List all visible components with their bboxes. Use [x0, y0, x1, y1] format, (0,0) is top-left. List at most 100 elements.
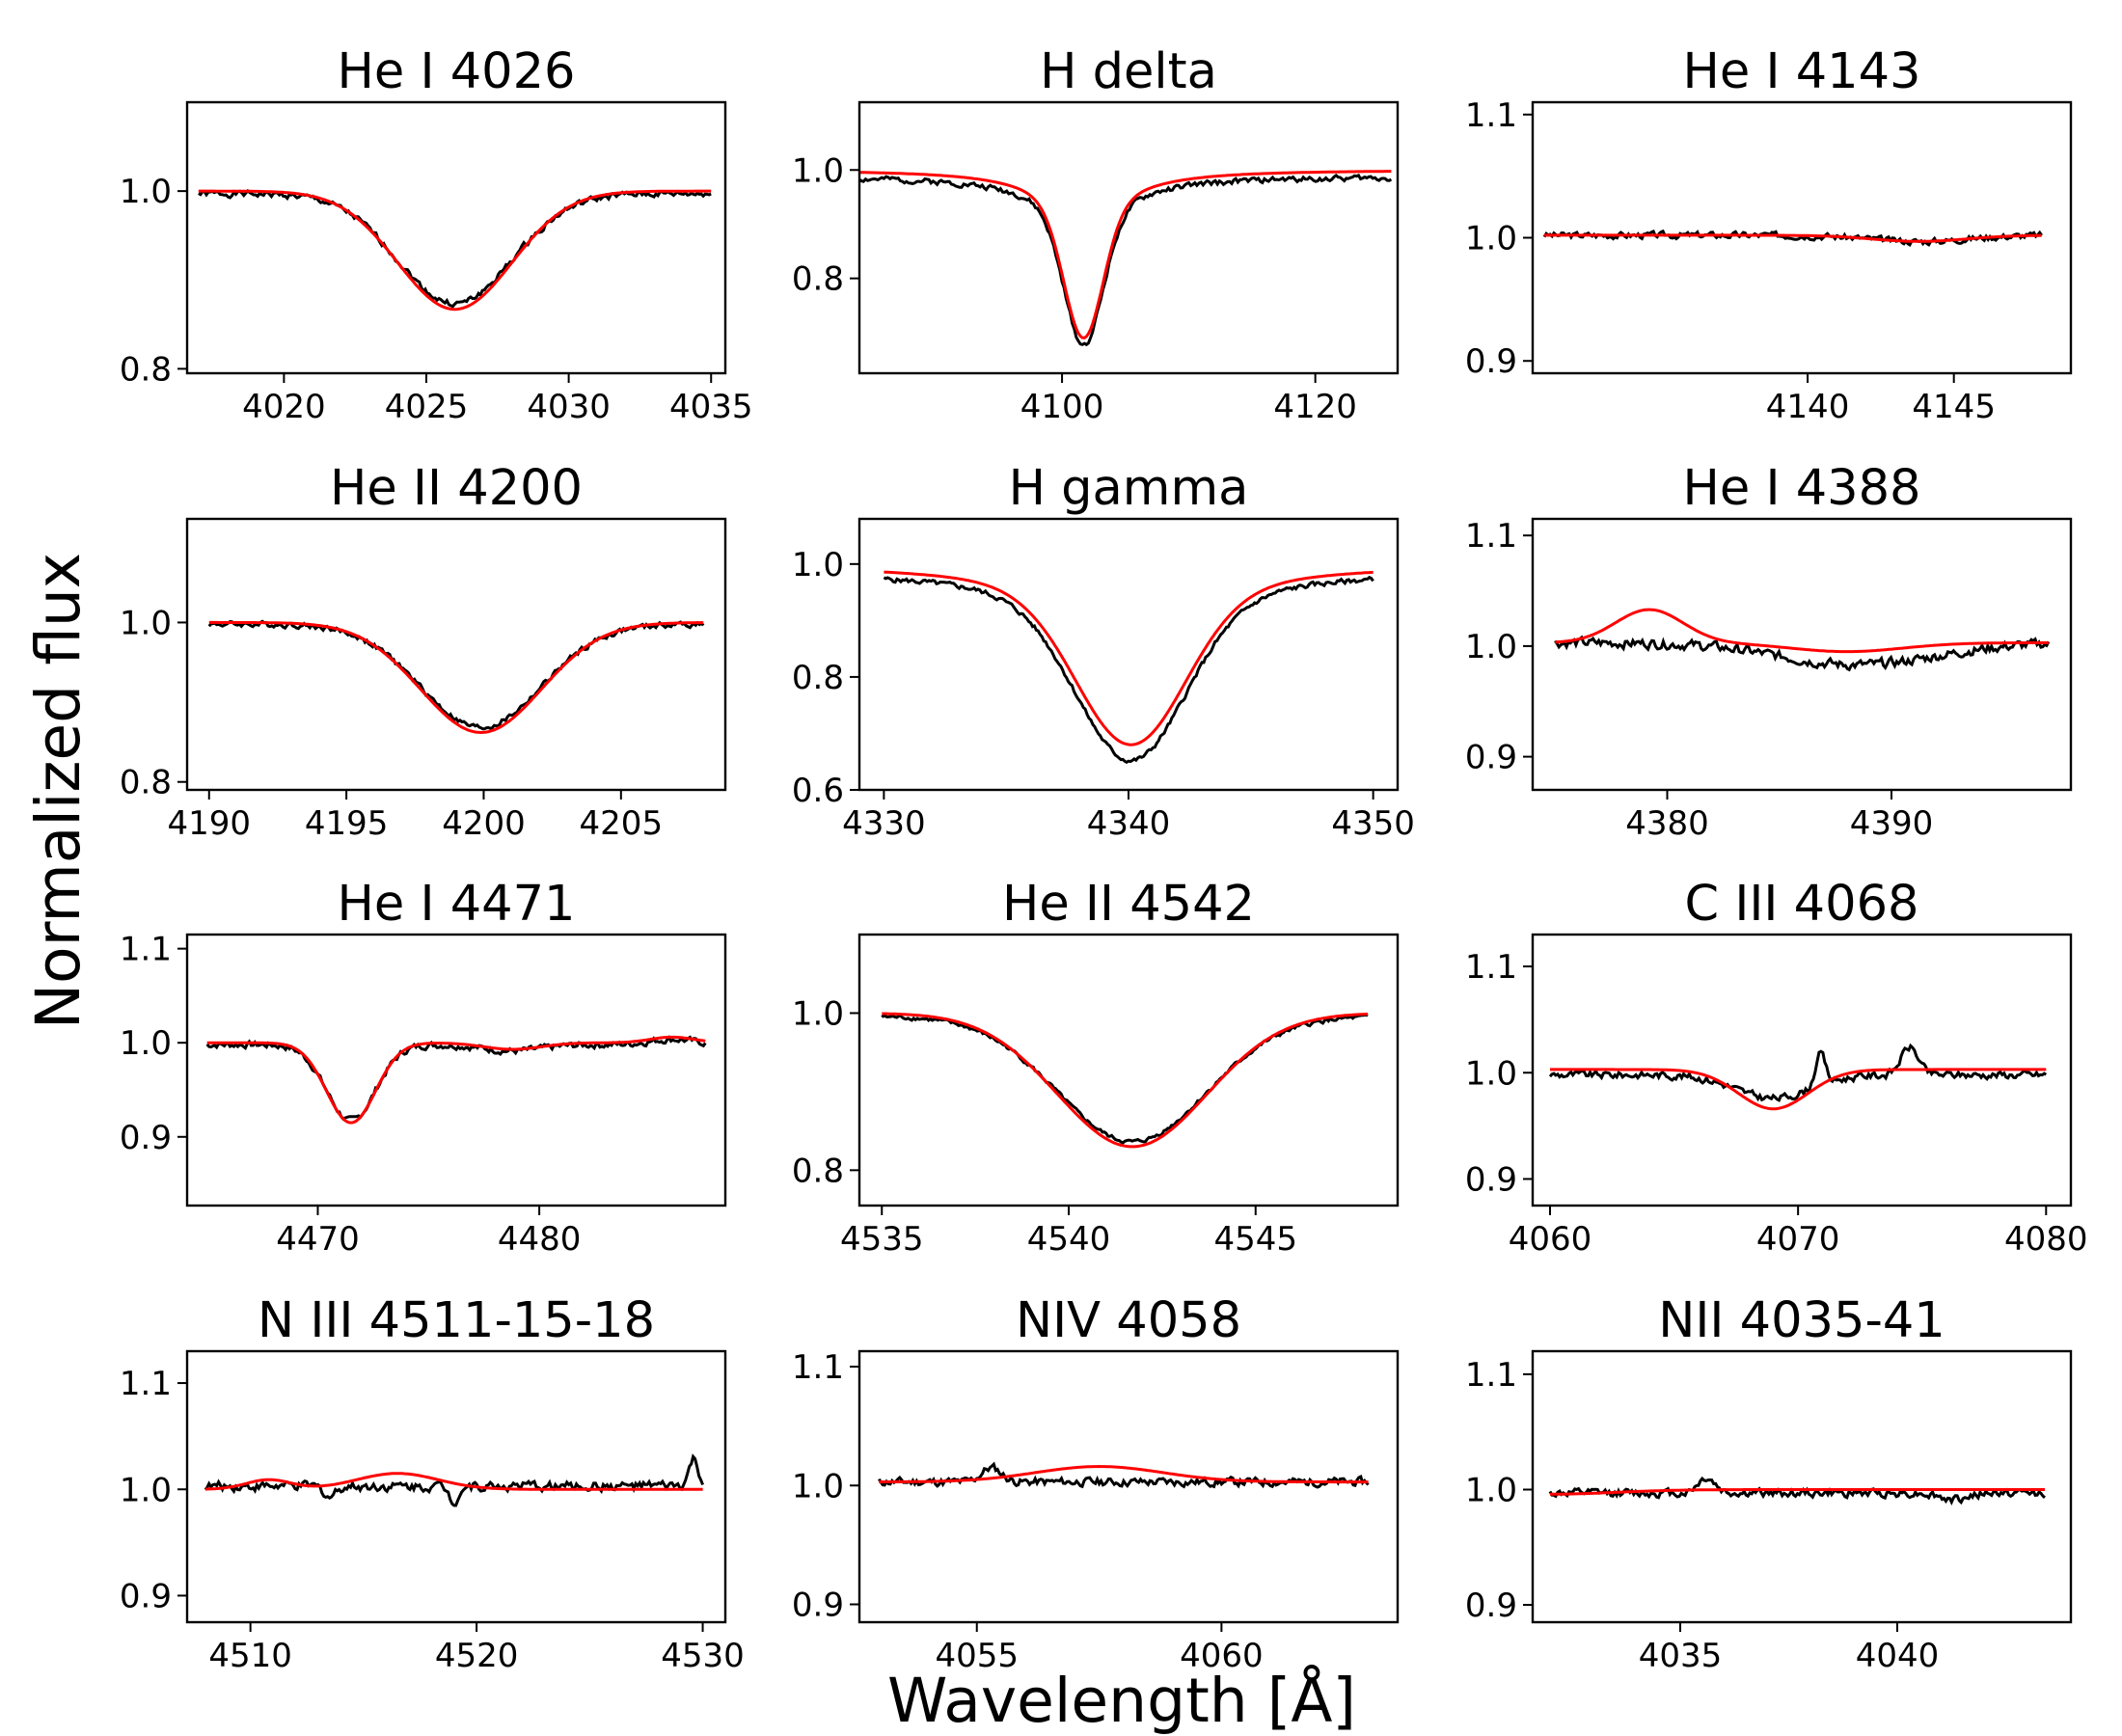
y-tick-label: 0.8 — [792, 260, 844, 299]
y-tick-label: 1.0 — [120, 1024, 172, 1063]
x-tick-label: 4330 — [842, 804, 926, 843]
y-tick-label: 1.0 — [792, 1467, 844, 1505]
model-fit-line — [208, 620, 704, 735]
panel-6: He I 4388 4380 4390 0.9 1.0 1.1 — [1465, 460, 2073, 843]
panel-title: He I 4143 — [1683, 43, 1921, 100]
model-fit-line — [1550, 1068, 2047, 1111]
x-tick-label: 4145 — [1912, 388, 1996, 426]
x-tick-label: 4340 — [1087, 804, 1171, 843]
x-tick-label: 4390 — [1850, 804, 1934, 843]
model-fit-line — [1550, 1488, 2045, 1496]
y-tick-label: 1.0 — [792, 546, 844, 584]
observed-spectrum-line — [1548, 1043, 2048, 1102]
x-tick-label: 4350 — [1331, 804, 1415, 843]
x-tick-label: 4100 — [1020, 388, 1104, 426]
observed-spectrum-line — [205, 1035, 707, 1122]
observed-spectrum-line — [1554, 635, 2051, 672]
x-tick-label: 4190 — [168, 804, 252, 843]
y-tick-label: 1.0 — [1465, 1054, 1517, 1093]
panel-9: C III 4068 4060 4070 4080 0.9 1.0 1.1 — [1465, 876, 2088, 1259]
panel-12: NII 4035-41 4035 4040 0.9 1.0 1.1 — [1465, 1292, 2073, 1675]
x-tick-label: 4035 — [1639, 1637, 1723, 1675]
x-tick-label: 4040 — [1856, 1637, 1940, 1675]
model-fit-line — [859, 170, 1392, 339]
panel-8: He II 4542 4535 4540 4545 0.8 1.0 — [792, 876, 1400, 1259]
model-fit-line — [1555, 608, 2049, 654]
x-tick-label: 4140 — [1766, 388, 1850, 426]
y-tick-label: 1.0 — [792, 994, 844, 1033]
plot-frame — [185, 933, 727, 1207]
y-tick-label: 1.1 — [1465, 96, 1517, 135]
observed-spectrum-line — [859, 173, 1393, 347]
plot-frame — [185, 517, 727, 792]
y-tick-label: 1.0 — [792, 151, 844, 190]
y-tick-label: 1.0 — [120, 604, 172, 642]
panel-title: NIV 4058 — [1016, 1292, 1241, 1349]
x-tick-label: 4380 — [1625, 804, 1709, 843]
plot-frame — [185, 1349, 727, 1624]
y-tick-label: 0.8 — [792, 1152, 844, 1190]
x-tick-label: 4470 — [276, 1220, 360, 1259]
model-fit-line — [884, 570, 1374, 746]
panel-2: H delta 4100 4120 0.8 1.0 — [792, 43, 1400, 426]
y-tick-label: 1.1 — [1465, 517, 1517, 556]
y-tick-label: 0.8 — [792, 659, 844, 697]
panel-11: NIV 4058 4055 4060 0.9 1.0 1.1 — [792, 1292, 1400, 1675]
y-tick-label: 0.8 — [120, 350, 172, 389]
x-tick-label: 4035 — [669, 388, 753, 426]
x-tick-label: 4070 — [1756, 1220, 1840, 1259]
y-tick-label: 0.8 — [120, 764, 172, 802]
y-tick-label: 1.0 — [120, 173, 172, 211]
plot-frame — [1531, 517, 2073, 792]
y-tick-label: 0.9 — [792, 1587, 844, 1625]
model-fit-line — [204, 1472, 703, 1491]
model-fit-line — [1544, 233, 2042, 243]
y-tick-label: 1.1 — [792, 1348, 844, 1387]
x-tick-label: 4200 — [442, 804, 526, 843]
panel-title: He I 4026 — [338, 43, 576, 100]
x-tick-label: 4060 — [1509, 1220, 1592, 1259]
x-tick-label: 4195 — [305, 804, 389, 843]
panel-3: He I 4143 4140 4145 0.9 1.0 1.1 — [1465, 43, 2073, 426]
y-axis-label: Normalized flux — [23, 553, 94, 1029]
y-tick-label: 0.9 — [120, 1577, 172, 1615]
x-tick-label: 4545 — [1213, 1220, 1297, 1259]
x-tick-label: 4080 — [2004, 1220, 2088, 1259]
panel-4: He II 4200 4190 4195 4200 4205 0.8 1.0 — [120, 460, 727, 843]
plot-frame — [185, 100, 727, 375]
y-tick-label: 1.1 — [1465, 1356, 1517, 1395]
y-tick-label: 1.0 — [120, 1471, 172, 1509]
y-tick-label: 0.9 — [1465, 739, 1517, 777]
y-tick-label: 1.1 — [120, 931, 172, 969]
plot-frame — [1531, 1349, 2073, 1624]
panel-7: He I 4471 4470 4480 0.9 1.0 1.1 — [120, 876, 727, 1259]
model-fit-line — [206, 1035, 706, 1125]
plot-frame — [1531, 933, 2073, 1207]
x-axis-label: Wavelength [Å] — [887, 1666, 1356, 1736]
panel-title: He I 4388 — [1683, 460, 1921, 517]
plot-frame — [857, 100, 1400, 375]
y-tick-label: 0.9 — [120, 1119, 172, 1157]
x-tick-label: 4530 — [661, 1637, 745, 1675]
x-tick-label: 4030 — [527, 388, 611, 426]
model-fit-line — [882, 1012, 1369, 1149]
plot-frame — [857, 933, 1400, 1207]
y-tick-label: 1.0 — [1465, 628, 1517, 666]
x-tick-label: 4510 — [208, 1637, 292, 1675]
plot-frame — [857, 1349, 1400, 1624]
y-tick-label: 1.0 — [1465, 1471, 1517, 1509]
x-tick-label: 4055 — [935, 1637, 1019, 1675]
x-tick-label: 4025 — [385, 388, 469, 426]
panel-grid: He I 4026 4020 4025 4030 4035 0.8 1.0 H delta 41… — [120, 43, 2088, 1675]
y-tick-label: 0.9 — [1465, 1160, 1517, 1199]
y-tick-label: 0.9 — [1465, 342, 1517, 381]
panel-10: N III 4511-15-18 4510 4520 4530 0.9 1.0 1.1 — [120, 1292, 745, 1675]
y-tick-label: 0.6 — [792, 772, 844, 810]
panel-1: He I 4026 4020 4025 4030 4035 0.8 1.0 — [120, 43, 753, 426]
x-tick-label: 4540 — [1027, 1220, 1111, 1259]
x-tick-label: 4520 — [435, 1637, 519, 1675]
panel-title: He I 4471 — [338, 876, 576, 933]
panel-title: H gamma — [1009, 460, 1249, 517]
panel-title: C III 4068 — [1685, 876, 1919, 933]
